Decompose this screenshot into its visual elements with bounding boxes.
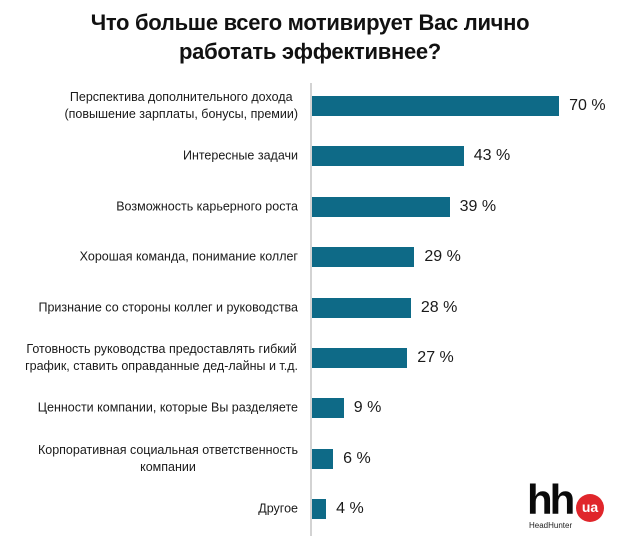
bar	[312, 348, 408, 368]
category-label-line: Возможность карьерного роста	[116, 199, 298, 214]
logo-badge-icon: ua	[576, 494, 604, 522]
value-label: 39 %	[459, 197, 497, 215]
chart-title-line-1: Что больше всего мотивирует Вас лично	[90, 10, 530, 35]
category-label: Хорошая команда, понимание коллег	[80, 249, 298, 266]
category-label-line: график, ставить оправданные дед-лайны и …	[25, 359, 298, 373]
category-label-line: Признание со стороны коллег и руководств…	[38, 300, 298, 315]
value-label: 29 %	[424, 248, 461, 266]
bar-row: Хорошая команда, понимание коллег 29 %	[0, 247, 620, 268]
bar-row: Корпоративная социальная ответственность…	[0, 443, 620, 474]
category-label-line: Готовность руководства предоставлять гиб…	[26, 342, 297, 356]
chart-title-line-2: работать эффективнее?	[179, 39, 441, 64]
category-label: Ценности компании, которые Вы разделяете	[38, 400, 298, 417]
value-label: 43 %	[473, 147, 511, 165]
bar-row: Готовность руководства предоставлять гиб…	[0, 342, 620, 373]
category-label: Перспектива дополнительного дохода (повыш…	[64, 89, 298, 123]
category-label: Другое	[258, 501, 298, 518]
headhunter-logo: hh ua HeadHunter	[527, 476, 617, 536]
bar	[312, 398, 344, 419]
category-label: Возможность карьерного роста	[116, 198, 298, 215]
value-label: 70 %	[569, 97, 606, 114]
bar	[312, 247, 415, 268]
bar-row: Интересные задачи 43 %	[0, 146, 620, 167]
value-label: 9 %	[353, 399, 382, 417]
value-label: 27 %	[417, 349, 454, 366]
value-label: 6 %	[343, 449, 371, 467]
logo-mark: hh	[527, 476, 575, 523]
bar	[312, 146, 464, 167]
bar-row: Возможность карьерного роста 39 %	[0, 196, 620, 217]
category-label-line: компании	[140, 459, 196, 474]
category-label-line: (повышение зарплаты, бонусы, премии)	[64, 107, 298, 121]
category-label-line: Интересные задачи	[182, 148, 298, 163]
category-axis-line	[310, 83, 312, 536]
value-label: 4 %	[336, 500, 364, 518]
bar-row: Ценности компании, которые Вы разделяете…	[0, 398, 620, 419]
bar	[312, 448, 334, 469]
category-label-line: Ценности компании, которые Вы разделяете	[37, 400, 298, 415]
value-label: 28 %	[420, 298, 458, 316]
category-label: Интересные задачи	[183, 148, 298, 165]
chart-title: Что больше всего мотивирует Вас лично ра…	[0, 8, 620, 66]
bar-row: Перспектива дополнительного дохода (повыш…	[0, 90, 620, 121]
bar	[312, 96, 560, 116]
category-label-line: Перспектива дополнительного дохода	[69, 90, 293, 104]
bar	[312, 297, 411, 318]
category-label: Признание со стороны коллег и руководств…	[38, 299, 298, 316]
category-label-line: Другое	[258, 501, 298, 516]
category-label: Готовность руководства предоставлять гиб…	[25, 341, 298, 375]
logo-caption: HeadHunter	[529, 521, 573, 530]
category-label: Корпоративная социальная ответственность…	[38, 442, 298, 476]
category-label-line: Корпоративная социальная ответственность	[37, 442, 298, 457]
bar-row: Другое 4 %	[0, 499, 620, 520]
bar	[312, 499, 327, 520]
category-label-line: Хорошая команда, понимание коллег	[79, 249, 298, 264]
bar	[312, 196, 450, 217]
bar-row: Признание со стороны коллег и руководств…	[0, 297, 620, 318]
